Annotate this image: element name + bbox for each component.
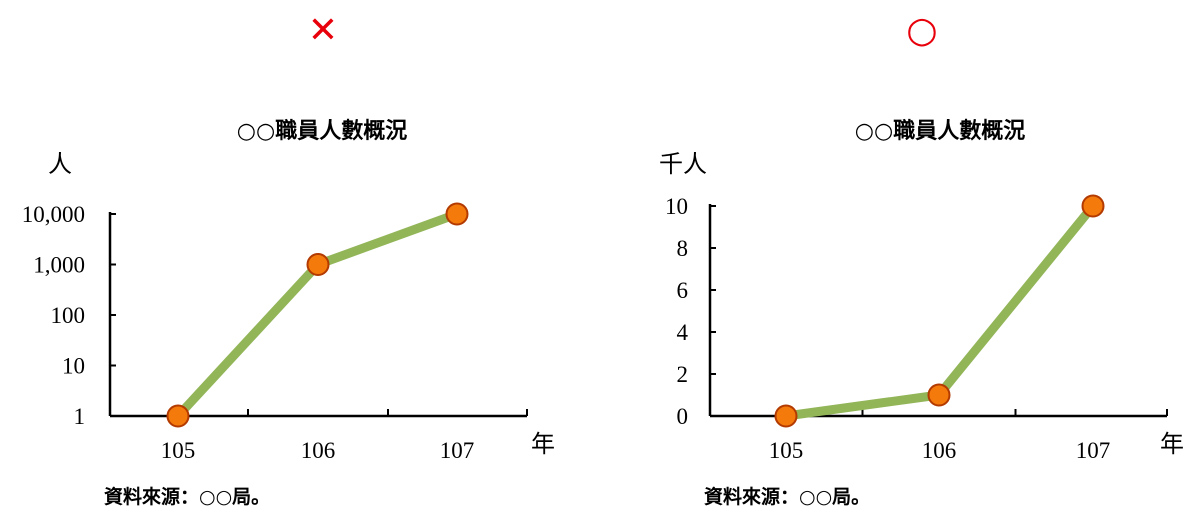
left-data-point-107 xyxy=(445,202,469,226)
left-source-note: 資料來源：○○局。 xyxy=(104,485,270,508)
right-y-tick-label: 2 xyxy=(677,362,689,387)
right-data-point-107 xyxy=(1081,194,1105,218)
left-x-tick-label: 105 xyxy=(161,438,196,463)
right-y-axis-label: 千人 xyxy=(659,151,707,178)
right-chart-title: ○○職員人數概況 xyxy=(855,118,1025,144)
left-plot-area: 1 10 100 1,000 10,000 105 106 107 xyxy=(22,202,528,463)
left-x-tick-label: 106 xyxy=(301,438,336,463)
left-y-axis-label: 人 xyxy=(48,152,72,178)
right-panel: ○ ○○職員人數概況 千人 年 資料來源：○○局。 0 2 4 6 8 10 105 106 1… xyxy=(659,10,1184,508)
wrong-mark: ✕ xyxy=(308,10,338,51)
right-y-tick-label: 10 xyxy=(665,194,688,219)
right-x-axis-label: 年 xyxy=(1160,431,1184,458)
left-x-axis-label: 年 xyxy=(531,431,555,458)
left-panel: ✕ ○○職員人數概況 人 年 資料來源：○○局。 1 10 100 1,000 10,0… xyxy=(22,10,555,508)
correct-mark: ○ xyxy=(906,10,937,51)
left-y-tick-label: 1,000 xyxy=(33,253,85,278)
left-x-tick-label: 107 xyxy=(440,438,475,463)
left-y-tick-label: 10 xyxy=(62,354,85,379)
right-data-point-105 xyxy=(774,404,798,428)
left-series-line xyxy=(174,209,459,420)
right-plot-area: 0 2 4 6 8 10 105 106 107 xyxy=(665,194,1168,463)
right-source-note: 資料來源：○○局。 xyxy=(704,485,870,508)
left-y-tick-label: 100 xyxy=(51,303,86,328)
right-x-tick-label: 107 xyxy=(1076,438,1111,463)
right-data-point-106 xyxy=(927,383,951,407)
right-y-tick-label: 6 xyxy=(677,278,689,303)
right-y-tick-label: 4 xyxy=(677,320,689,345)
left-data-point-105 xyxy=(166,404,190,428)
right-y-tick-label: 0 xyxy=(677,404,689,429)
left-data-point-106 xyxy=(306,253,330,276)
left-y-tick-label: 1 xyxy=(74,404,86,429)
left-y-tick-label: 10,000 xyxy=(22,202,85,227)
right-x-tick-label: 105 xyxy=(769,438,804,463)
left-chart-title: ○○職員人數概況 xyxy=(237,118,407,144)
right-x-tick-label: 106 xyxy=(922,438,957,463)
right-y-tick-label: 8 xyxy=(677,236,689,261)
